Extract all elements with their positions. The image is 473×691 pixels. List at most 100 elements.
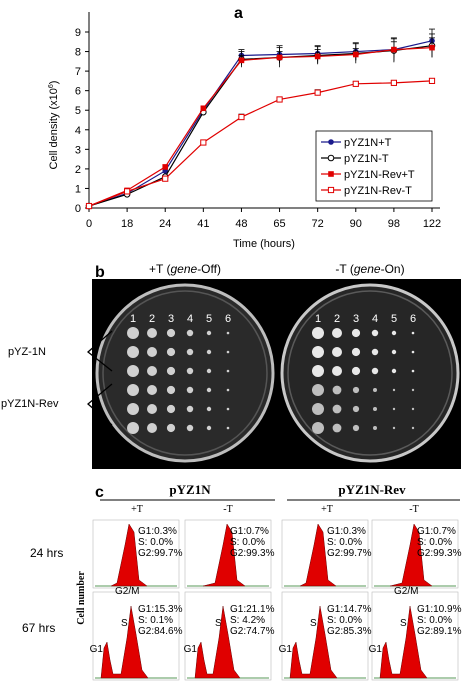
data-point: [276, 96, 283, 103]
colony-spot: [226, 350, 230, 354]
colony-spot: [373, 407, 377, 411]
y-tick-label: 2: [75, 164, 81, 176]
data-point: [428, 77, 436, 84]
colony-spot: [166, 385, 176, 395]
row-bracket-1: [86, 330, 113, 372]
y-ticks: 0 1 2 3 4 5 6 7 8 9: [75, 27, 89, 215]
y-tick-label: 4: [75, 125, 81, 137]
data-point: [124, 188, 131, 195]
s-phase-label: S: [215, 618, 222, 629]
histogram-peak: [110, 523, 148, 587]
data-point: [238, 113, 245, 121]
column-number: 4: [372, 313, 378, 325]
panel-a: a Cell density (x106) 0 1 2 3 4 5 6 7 8 9 0 18 24 41…: [48, 5, 441, 250]
histogram-peak: [299, 523, 337, 587]
colony-spot: [226, 407, 230, 411]
x-tick-label: 41: [197, 218, 209, 230]
histogram-peak: [389, 523, 433, 587]
colony-spot: [147, 404, 157, 414]
legend-label: pYZ1N-T: [344, 153, 389, 165]
colony-spot: [166, 423, 176, 433]
data-point: [327, 154, 335, 162]
phase-percentage: S: 0.0%: [327, 537, 362, 548]
colony-spot: [206, 330, 212, 336]
x-tick-label: 24: [159, 218, 171, 230]
row-label-24hrs: 24 hrs: [30, 546, 63, 560]
colony-spot: [391, 330, 397, 336]
phase-percentage: G1:0.7%: [230, 526, 269, 537]
colony-spot: [226, 388, 230, 392]
histogram-panel: G1:0.3%S: 0.0%G2:99.7%: [281, 519, 372, 589]
colony-spot: [226, 369, 230, 373]
colony-spot: [371, 348, 379, 356]
g1-peak-label: G1: [184, 644, 198, 655]
colony-spot: [332, 385, 342, 395]
x-ticks: 0 18 24 41 48 65 72 90 98 122: [86, 208, 441, 230]
x-tick-label: 90: [350, 218, 362, 230]
data-point: [162, 164, 169, 170]
panel-c: c pYZ1N pYZ1N-Rev +T -T +T -T 24 hrs 67 …: [22, 482, 462, 681]
column-number: 6: [410, 313, 416, 325]
condition-label-2: -T: [223, 504, 232, 515]
data-point: [352, 80, 359, 87]
colony-spot: [186, 386, 194, 394]
panel-b: b +T (gene-Off) -T (gene-On) 1 2 3 4 5 6 1 2 3 4 5…: [1, 262, 461, 469]
row-label-67hrs: 67 hrs: [22, 621, 55, 635]
data-point: [85, 202, 93, 210]
histogram-peak: [194, 605, 241, 679]
legend-label: pYZ1N+T: [344, 137, 392, 149]
data-point: [352, 51, 359, 58]
histogram-panel: G1 S G2/M G1:15.3%S: 0.1%G2:84.6%: [90, 586, 183, 681]
phase-percentage: G1:15.3%: [138, 604, 183, 615]
histogram-panel: G1 S G1:14.7%S: 0.0%G2:85.3%: [279, 591, 372, 681]
y-axis-title: Cell density (x106): [48, 81, 60, 170]
colony-spot: [411, 407, 415, 411]
data-point: [328, 171, 334, 177]
colony-spot: [147, 328, 157, 338]
panel-b-label: b: [95, 264, 105, 281]
x-tick-label: 18: [121, 218, 133, 230]
colony-spot: [351, 347, 361, 357]
column-number: 5: [206, 313, 212, 325]
phase-percentage: G2:85.3%: [327, 626, 372, 637]
condition-label-3: +T: [321, 504, 333, 515]
data-point: [390, 79, 397, 86]
phase-percentage: S: 0.1%: [138, 615, 173, 626]
y-tick-label: 9: [75, 27, 81, 39]
phase-percentage: G1:0.3%: [138, 526, 177, 537]
y-tick-label: 3: [75, 144, 81, 156]
colony-spot: [147, 385, 157, 395]
histogram-panel: G1:0.7%S: 0.0%G2:99.3%: [184, 519, 275, 589]
histogram-panel: G1 S G2/M G1:10.9%S: 0.0%G2:89.1%: [369, 586, 462, 681]
column-number: 4: [187, 313, 193, 325]
series-pYZ1N-Rev-T: [85, 77, 436, 210]
data-point: [429, 44, 435, 51]
histogram-peak: [379, 605, 428, 679]
x-tick-label: 98: [388, 218, 400, 230]
phase-percentage: G2:89.1%: [417, 626, 462, 637]
column-number: 3: [353, 313, 359, 325]
colony-spot: [411, 388, 415, 392]
legend-label: pYZ1N-Rev+T: [344, 169, 415, 181]
phase-percentage: S: 4.2%: [230, 615, 265, 626]
plate-right: [280, 283, 460, 463]
data-point: [200, 105, 207, 112]
row-label-pyz-1n: pYZ-1N: [8, 346, 46, 358]
colony-spot: [166, 404, 176, 414]
series-line: [88, 80, 433, 207]
y-tick-label: 5: [75, 105, 81, 117]
colony-spot: [186, 367, 194, 375]
data-point: [276, 54, 283, 61]
colony-spot: [166, 347, 176, 357]
phase-percentage: S: 0.0%: [417, 537, 452, 548]
colony-spot: [411, 350, 415, 354]
g2m-peak-label: G2/M: [115, 586, 139, 597]
column-number: 1: [315, 313, 321, 325]
colony-spot: [127, 346, 139, 358]
colony-spot: [186, 424, 194, 432]
phase-percentage: G1:0.7%: [417, 526, 456, 537]
colony-spot: [392, 426, 396, 430]
colony-spot: [127, 422, 139, 434]
s-phase-label: S: [121, 618, 128, 629]
phase-percentage: S: 0.0%: [327, 615, 362, 626]
